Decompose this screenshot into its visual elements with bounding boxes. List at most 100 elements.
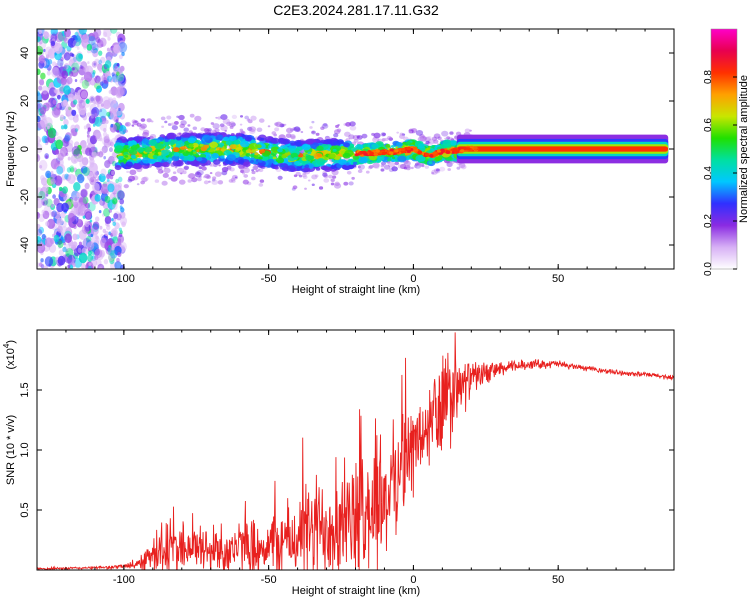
spectrogram-cell xyxy=(167,132,177,140)
spectrogram-cell xyxy=(50,158,60,170)
spectrogram-cell xyxy=(53,234,60,243)
spectrogram-cell xyxy=(182,154,190,161)
spectrogram-cell xyxy=(271,151,277,156)
spectrogram-cell xyxy=(55,139,64,150)
spectrogram-cell xyxy=(86,212,92,219)
spectrogram-cell xyxy=(55,132,59,137)
spectrogram-cell xyxy=(54,88,58,94)
spectrogram-cell xyxy=(163,166,167,169)
spectrogram-cell xyxy=(388,137,394,141)
spectrogram-cell xyxy=(80,262,86,269)
spectrogram-cell xyxy=(406,149,411,154)
spectrogram-cell xyxy=(64,132,72,141)
spectrogram-cell xyxy=(235,132,242,138)
spectrogram-cell xyxy=(38,39,47,50)
spectrogram-cell xyxy=(50,178,56,185)
spectrogram-cell xyxy=(93,29,102,38)
spectrogram-cell xyxy=(349,121,356,127)
spectrogram-cell xyxy=(226,121,232,126)
spectrogram-cell xyxy=(397,155,407,163)
spectrogram-cell xyxy=(396,142,403,148)
spectrogram-cell xyxy=(372,162,380,169)
spectrogram-cell xyxy=(365,170,370,174)
spectrogram-cell xyxy=(84,182,90,190)
spectrogram-cell xyxy=(424,153,430,157)
spectrogram-cell xyxy=(328,153,336,159)
spectrogram-cell xyxy=(354,144,362,150)
spectrogram-cell xyxy=(37,243,46,254)
spectrogram-cell xyxy=(91,107,100,118)
spectrogram-cell xyxy=(83,71,93,83)
spectrogram-cell xyxy=(97,263,105,269)
spectrogram-cell xyxy=(113,211,121,221)
spectrogram-cell xyxy=(415,129,424,136)
spectrogram-cell xyxy=(106,111,111,117)
spectrogram-cell xyxy=(175,136,182,141)
spectrogram-cell xyxy=(52,194,56,199)
spectrogram-cell xyxy=(249,128,256,135)
spectrogram-cell xyxy=(41,90,50,101)
spectrogram-cell xyxy=(408,130,413,134)
spectrogram-cell xyxy=(170,175,178,182)
spectrogram-cell xyxy=(38,262,43,267)
spectrogram-cell xyxy=(136,147,145,153)
spectrogram-cell xyxy=(72,241,78,248)
spectrogram-cell xyxy=(198,173,202,176)
spectrogram-cell xyxy=(295,141,302,147)
spectrogram-cell xyxy=(146,136,151,140)
spectrogram-cell xyxy=(375,149,380,153)
spectrogram-cell xyxy=(410,166,414,170)
spectrogram-cell xyxy=(125,123,129,126)
spectrogram-cell xyxy=(311,130,315,134)
spectrogram-cell xyxy=(230,122,236,127)
spectrogram-cell xyxy=(241,172,246,175)
snr-y-label: SNR (10 * v/v) xyxy=(5,415,17,485)
spectrogram-cell xyxy=(118,227,122,232)
spectrogram-cell xyxy=(44,237,53,248)
spectrogram-x-tick-label: 0 xyxy=(410,273,416,285)
spectrogram-cell xyxy=(95,216,100,222)
spectrogram-cell xyxy=(311,183,315,187)
spectrogram-cell xyxy=(37,92,43,104)
spectrogram-cell xyxy=(91,60,98,68)
spectrogram-cell xyxy=(82,166,90,176)
spectrogram-cell xyxy=(453,150,459,154)
spectrogram-cell xyxy=(311,120,315,124)
spectrogram-cell xyxy=(38,226,45,234)
spectrogram-cell xyxy=(37,115,41,123)
spectrogram-cell xyxy=(316,158,326,166)
spectrogram-cell xyxy=(135,154,140,158)
spectrogram-cell xyxy=(309,126,313,129)
spectrogram-cell xyxy=(219,123,225,128)
spectrogram-cell xyxy=(42,210,50,220)
spectrogram-cell xyxy=(233,139,241,145)
spectrogram-cell xyxy=(460,149,465,153)
spectrogram-cell xyxy=(235,147,242,151)
spectrogram-cell xyxy=(137,122,142,126)
spectrogram-cell xyxy=(97,100,106,110)
spectrogram-cell xyxy=(394,149,399,153)
spectrogram-cell xyxy=(99,137,103,142)
spectrogram-cell xyxy=(81,140,87,148)
spectrogram-cell xyxy=(275,157,285,164)
spectrogram-cell xyxy=(141,138,150,144)
spectrogram-cell xyxy=(154,179,160,183)
spectrogram-cell xyxy=(259,179,265,183)
spectrogram-cell xyxy=(242,167,250,174)
snr-y-scale-exponent: 4 xyxy=(2,343,11,348)
spectrogram-cell xyxy=(229,144,237,150)
spectrogram-cell xyxy=(78,196,84,203)
spectrogram-cell xyxy=(327,163,332,167)
spectrogram-cell xyxy=(93,101,96,105)
spectrogram-cell xyxy=(71,109,77,116)
spectrogram-cell xyxy=(315,167,321,171)
spectrogram-cell xyxy=(67,106,71,111)
spectrogram-cell xyxy=(149,133,157,140)
spectrogram-cell xyxy=(41,233,46,240)
snr-y-scale: (x104) xyxy=(2,340,17,370)
spectrogram-cell xyxy=(99,225,103,230)
spectrogram-cell xyxy=(189,161,194,165)
spectrogram-cell xyxy=(183,127,189,132)
spectrogram-cell xyxy=(180,146,186,151)
spectrogram-cell xyxy=(422,138,427,142)
